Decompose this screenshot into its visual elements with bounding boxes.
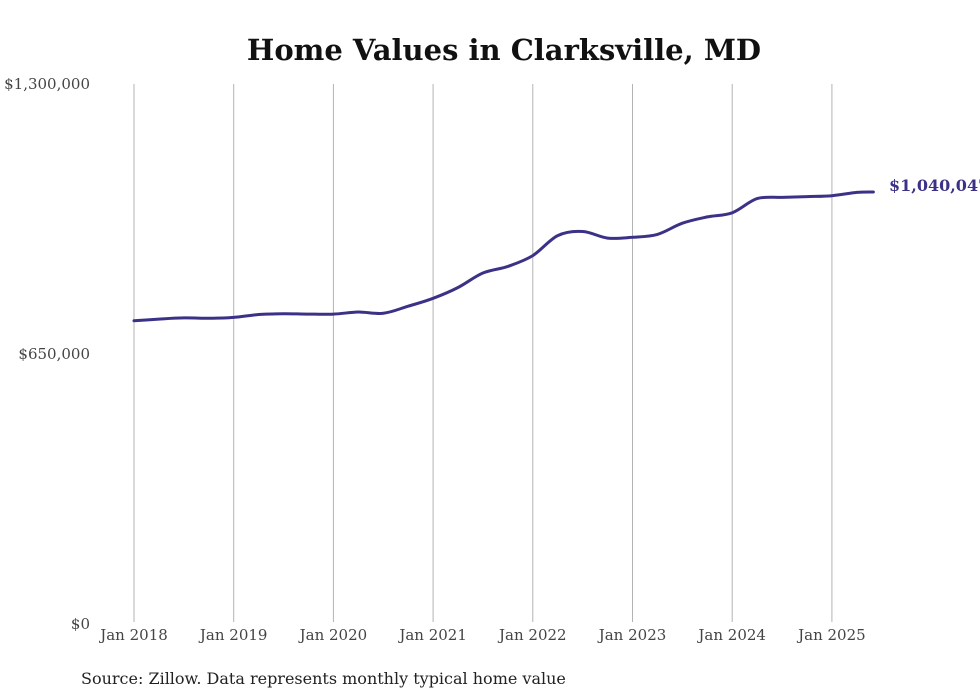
chart-title: Home Values in Clarksville, MD — [247, 33, 761, 67]
x-tick-label: Jan 2024 — [696, 626, 766, 644]
y-tick-label: $1,300,000 — [4, 75, 90, 93]
y-tick-label: $650,000 — [18, 345, 90, 363]
x-axis-tick-labels: Jan 2018 Jan 2019 Jan 2020 Jan 2021 Jan 2022… — [98, 626, 865, 644]
series-layer — [132, 190, 875, 323]
x-tick-label: Jan 2022 — [497, 626, 567, 644]
gridlines — [133, 84, 833, 622]
y-tick-label: $0 — [71, 615, 90, 633]
source-note: Source: Zillow. Data represents monthly … — [81, 669, 566, 688]
x-tick-label: Jan 2019 — [198, 626, 268, 644]
series-line — [132, 190, 875, 323]
series-end-value-label: $1,040,047 — [889, 176, 980, 195]
x-tick-label: Jan 2018 — [98, 626, 168, 644]
x-tick-label: Jan 2025 — [796, 626, 866, 644]
y-axis-tick-labels: $0 $650,000 $1,300,000 — [4, 75, 90, 633]
x-tick-label: Jan 2021 — [397, 626, 467, 644]
x-tick-label: Jan 2020 — [298, 626, 368, 644]
x-tick-label: Jan 2023 — [597, 626, 667, 644]
